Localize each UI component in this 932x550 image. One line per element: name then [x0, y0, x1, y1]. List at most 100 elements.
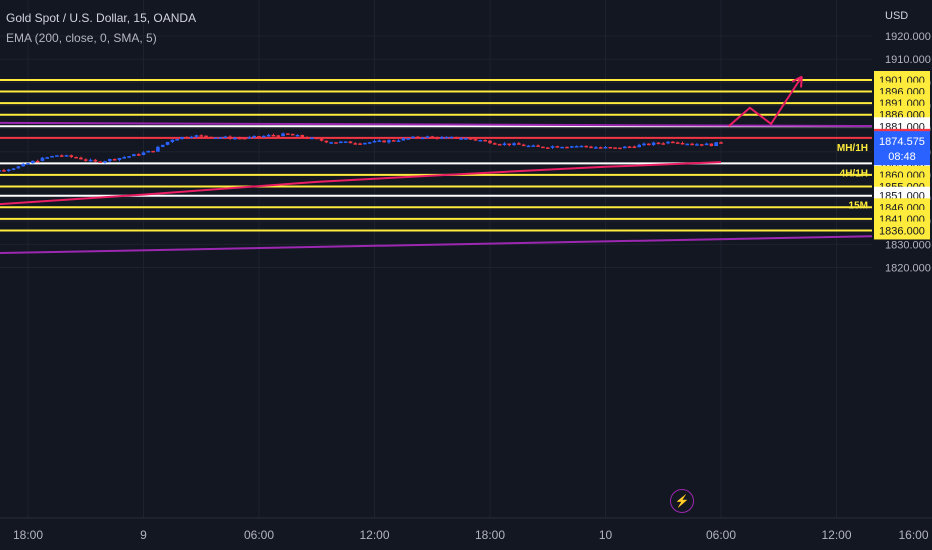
- candle-body: [430, 136, 435, 138]
- candle-body: [122, 157, 127, 159]
- candle-body: [271, 134, 276, 137]
- currency-label[interactable]: USD: [885, 10, 909, 22]
- x-tick-label: 9: [140, 528, 147, 542]
- candle-body: [473, 139, 478, 141]
- candle-body: [218, 137, 223, 139]
- candle-body: [329, 142, 333, 144]
- candle-body: [358, 143, 362, 145]
- level-price-box: [874, 221, 930, 240]
- candle-body: [468, 138, 473, 140]
- candle-body: [594, 147, 598, 149]
- candle-body: [497, 144, 502, 146]
- candle-body: [685, 143, 690, 146]
- candle-body: [396, 140, 401, 142]
- candle-body: [334, 142, 338, 144]
- x-tick-label: 12:00: [359, 528, 389, 542]
- candle-body: [507, 143, 512, 146]
- candle-body: [642, 143, 646, 146]
- horizontal-levels: [0, 78, 872, 232]
- candle-body: [632, 146, 637, 149]
- candle-body: [132, 154, 136, 157]
- candle-body: [493, 143, 497, 145]
- indicator-legend[interactable]: EMA (200, close, 0, SMA, 5): [6, 31, 157, 45]
- candle-body: [714, 142, 718, 147]
- candle-body: [50, 155, 54, 158]
- candle-body: [21, 163, 25, 167]
- trendlines: [0, 121, 932, 255]
- candle-body: [266, 134, 271, 137]
- ema-line: [0, 161, 722, 206]
- candle-body: [213, 137, 218, 139]
- last-price-box: [874, 131, 930, 166]
- candle-body: [387, 140, 391, 143]
- candle-body: [136, 154, 141, 156]
- candle-body: [719, 142, 723, 144]
- candle-body: [656, 142, 661, 145]
- x-tick-label: 06:00: [244, 528, 274, 542]
- countdown-label: 08:48: [888, 151, 916, 163]
- time-axis[interactable]: 18:00 9 06:00 12:00 18:00 10 06:00 12:00 16:00: [0, 517, 932, 542]
- candle-body: [637, 144, 641, 148]
- symbol-title[interactable]: Gold Spot / U.S. Dollar, 15, OANDA: [6, 11, 197, 25]
- candle-body: [651, 142, 656, 145]
- candle-body: [0, 170, 1, 172]
- candle-body: [233, 137, 237, 140]
- candle-body: [560, 146, 564, 149]
- candle-body: [127, 156, 131, 158]
- candle-body: [69, 155, 74, 157]
- candle-body: [454, 136, 459, 139]
- candle-body: [117, 157, 122, 160]
- candle-body: [252, 136, 256, 138]
- candlesticks: [0, 132, 723, 172]
- candle-body: [324, 140, 329, 143]
- candle-body: [367, 142, 372, 144]
- candle-body: [151, 150, 155, 153]
- candle-body: [517, 143, 521, 145]
- projection-line: [728, 75, 803, 128]
- candle-body: [40, 157, 45, 161]
- candle-body: [444, 136, 449, 139]
- candle-body: [319, 138, 324, 141]
- candle-body: [257, 136, 261, 138]
- candle-body: [112, 158, 117, 161]
- candle-body: [247, 137, 252, 139]
- grid-lines: [0, 0, 914, 518]
- candle-body: [185, 136, 189, 139]
- candle-body: [55, 155, 59, 157]
- candle-body: [584, 145, 589, 148]
- trendline: [0, 121, 932, 128]
- candle-body: [141, 152, 146, 155]
- candle-body: [343, 141, 348, 143]
- candle-body: [488, 140, 492, 144]
- candle-body: [228, 136, 232, 139]
- ema-series: [0, 161, 722, 206]
- candle-body: [93, 159, 98, 162]
- x-tick-label: 18:00: [13, 528, 43, 542]
- candle-body: [699, 144, 704, 146]
- candle-body: [305, 137, 309, 139]
- candle-body: [579, 145, 584, 148]
- candle-body: [377, 140, 382, 142]
- level-tag-label: MH/1H: [837, 143, 868, 154]
- candle-body: [502, 143, 507, 146]
- candle-body: [647, 143, 651, 146]
- candle-body: [603, 146, 608, 149]
- candle-body: [175, 139, 179, 141]
- candle-body: [565, 146, 569, 149]
- candle-body: [570, 146, 574, 148]
- candle-body: [671, 141, 675, 144]
- candle-body: [276, 135, 281, 137]
- candle-body: [353, 143, 358, 145]
- candle-body: [262, 135, 266, 138]
- candle-body: [209, 136, 213, 139]
- candle-body: [550, 146, 555, 148]
- candle-body: [675, 142, 680, 144]
- candle-body: [420, 137, 425, 140]
- candle-body: [83, 159, 88, 161]
- candle-body: [242, 137, 247, 140]
- x-tick-label: 06:00: [706, 528, 736, 542]
- candle-body: [194, 135, 199, 137]
- lightning-icon[interactable]: ⚡: [670, 489, 694, 513]
